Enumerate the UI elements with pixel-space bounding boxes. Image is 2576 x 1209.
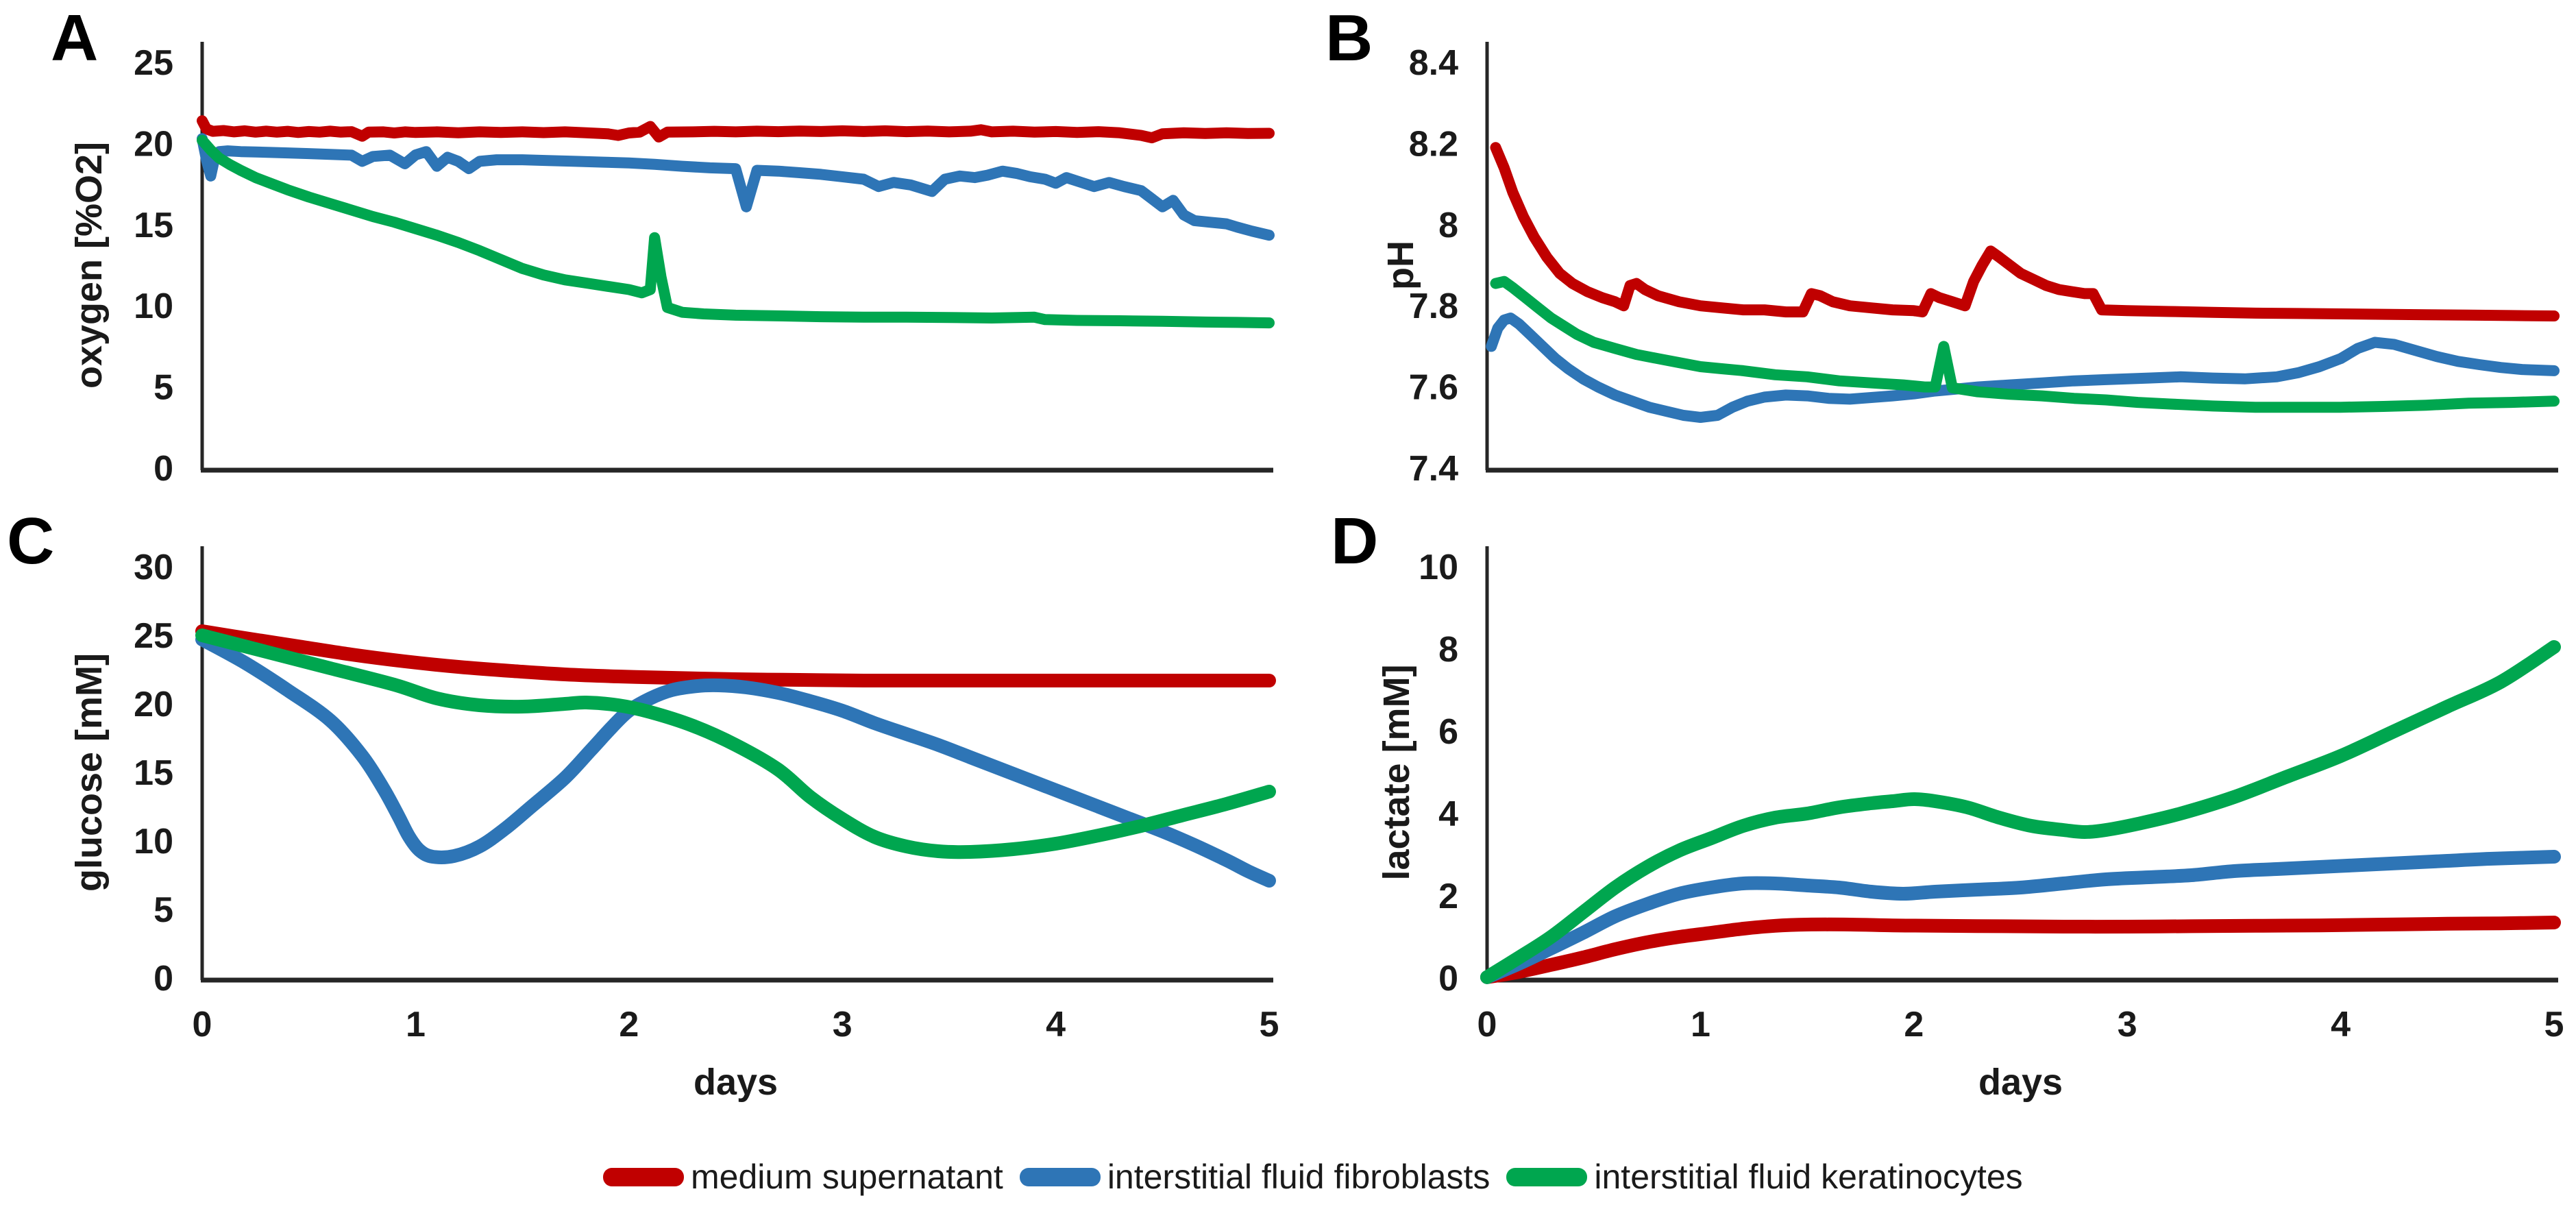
panel-C-x-tick-label: 3 — [833, 1005, 852, 1045]
panel-C-x-tick-label: 1 — [406, 1005, 426, 1045]
panel-A-y-tick-label: 0 — [154, 449, 173, 489]
panel-A-series-medium-supernatant — [197, 115, 1275, 144]
panel-C-y-tick-label: 0 — [154, 959, 173, 999]
panel-B-y-tick-label: 8.4 — [1409, 43, 1458, 83]
panel-C-y-tick-label: 10 — [134, 822, 173, 862]
panel-D-series-interstitial-fluid-keratinocytes — [1480, 640, 2561, 984]
panel-D-y-tick-label: 0 — [1438, 959, 1458, 999]
panel-D-x-tick-label: 4 — [2331, 1005, 2351, 1045]
legend-swatch-red — [603, 1167, 684, 1186]
panel-B-y-tick-label: 8 — [1438, 206, 1458, 245]
panel-A-y-tick-label: 25 — [134, 43, 173, 83]
panel-C-x-tick-label: 0 — [193, 1005, 212, 1045]
panel-B-y-tick-label: 7.8 — [1409, 286, 1458, 326]
panel-C: 0 5 10 15 20 25 30 0 1 2 3 4 5 days glucose [mM] — [69, 546, 1279, 1103]
panel-C-series-medium-supernatant — [195, 624, 1276, 688]
legend-label: medium supernatant — [691, 1158, 1003, 1196]
panel-B-y-tick-label: 7.6 — [1409, 368, 1458, 408]
panel-A: 0 5 10 15 20 25 oxygen [%O2] — [69, 42, 1275, 489]
panel-C-y-axis-label: glucose [mM] — [69, 653, 110, 892]
panel-D-y-axis-label: lactate [mM] — [1376, 664, 1417, 880]
legend-item-medium-supernatant: medium supernatant — [603, 1157, 1003, 1197]
panel-B-y-tick-label: 7.4 — [1409, 449, 1458, 489]
panel-A-y-axis-label: oxygen [%O2] — [69, 142, 110, 389]
panel-D-y-tick-label: 8 — [1438, 630, 1458, 670]
panel-letter-A: A — [51, 1, 99, 75]
legend-label: interstitial fluid fibroblasts — [1107, 1158, 1491, 1196]
legend-label: interstitial fluid keratinocytes — [1594, 1158, 2023, 1196]
panel-B: 7.4 7.6 7.8 8 8.2 8.4 pH — [1380, 42, 2560, 489]
panel-C-x-tick-label: 2 — [619, 1005, 639, 1045]
panel-A-series-interstitial-fluid-fibroblasts — [197, 133, 1275, 241]
panel-D-x-tick-label: 5 — [2544, 1005, 2564, 1045]
panel-D-x-tick-label: 2 — [1904, 1005, 1924, 1045]
panel-D: 0 2 4 6 8 10 0 1 2 3 4 5 days lactate [mM] — [1376, 546, 2564, 1103]
panel-D-x-axis-label: days — [1978, 1062, 2063, 1103]
panel-C-x-tick-label: 4 — [1046, 1005, 1066, 1045]
panel-B-series-interstitial-fluid-keratinocytes — [1490, 276, 2560, 413]
panel-letter-B: B — [1325, 1, 1373, 75]
panel-C-x-axis-label: days — [694, 1062, 778, 1103]
panel-B-series-interstitial-fluid-fibroblasts — [1486, 313, 2560, 423]
panel-B-y-tick-label: 8.2 — [1409, 124, 1458, 164]
legend: medium supernatant interstitial fluid fi… — [603, 1157, 2023, 1197]
panel-C-y-tick-label: 20 — [134, 685, 173, 724]
panel-letter-C: C — [7, 504, 55, 578]
panel-D-y-tick-label: 10 — [1419, 548, 1458, 587]
panel-letter-D: D — [1331, 504, 1379, 578]
panel-A-y-tick-label: 20 — [134, 124, 173, 164]
panel-D-series-medium-supernatant — [1480, 916, 2561, 984]
panel-A-y-tick-label: 15 — [134, 206, 173, 245]
panel-D-series-interstitial-fluid-fibroblasts — [1480, 850, 2561, 984]
panel-C-y-tick-label: 30 — [134, 548, 173, 587]
panel-C-y-tick-label: 15 — [134, 753, 173, 793]
panel-D-x-tick-label: 0 — [1477, 1005, 1497, 1045]
legend-swatch-green — [1506, 1167, 1588, 1186]
panel-B-y-axis-label: pH — [1380, 241, 1421, 290]
panel-D-x-tick-label: 1 — [1691, 1005, 1710, 1045]
legend-item-interstitial-fluid-keratinocytes: interstitial fluid keratinocytes — [1506, 1157, 2023, 1197]
legend-swatch-blue — [1019, 1167, 1101, 1186]
legend-item-interstitial-fluid-fibroblasts: interstitial fluid fibroblasts — [1019, 1157, 1491, 1197]
panel-C-series-interstitial-fluid-fibroblasts — [195, 633, 1276, 888]
panel-A-series-interstitial-fluid-keratinocytes — [197, 134, 1275, 329]
panel-A-y-tick-label: 5 — [154, 368, 173, 408]
panel-D-y-tick-label: 4 — [1438, 794, 1458, 834]
panel-D-y-tick-label: 6 — [1438, 712, 1458, 752]
panel-D-x-tick-label: 3 — [2118, 1005, 2137, 1045]
panel-C-series-interstitial-fluid-keratinocytes — [195, 628, 1276, 859]
panel-C-y-tick-label: 25 — [134, 616, 173, 656]
panel-B-series-medium-supernatant — [1490, 142, 2560, 321]
panel-C-x-tick-label: 5 — [1260, 1005, 1279, 1045]
panel-A-y-tick-label: 10 — [134, 286, 173, 326]
panel-C-y-tick-label: 5 — [154, 890, 173, 930]
panel-D-y-tick-label: 2 — [1438, 877, 1458, 916]
